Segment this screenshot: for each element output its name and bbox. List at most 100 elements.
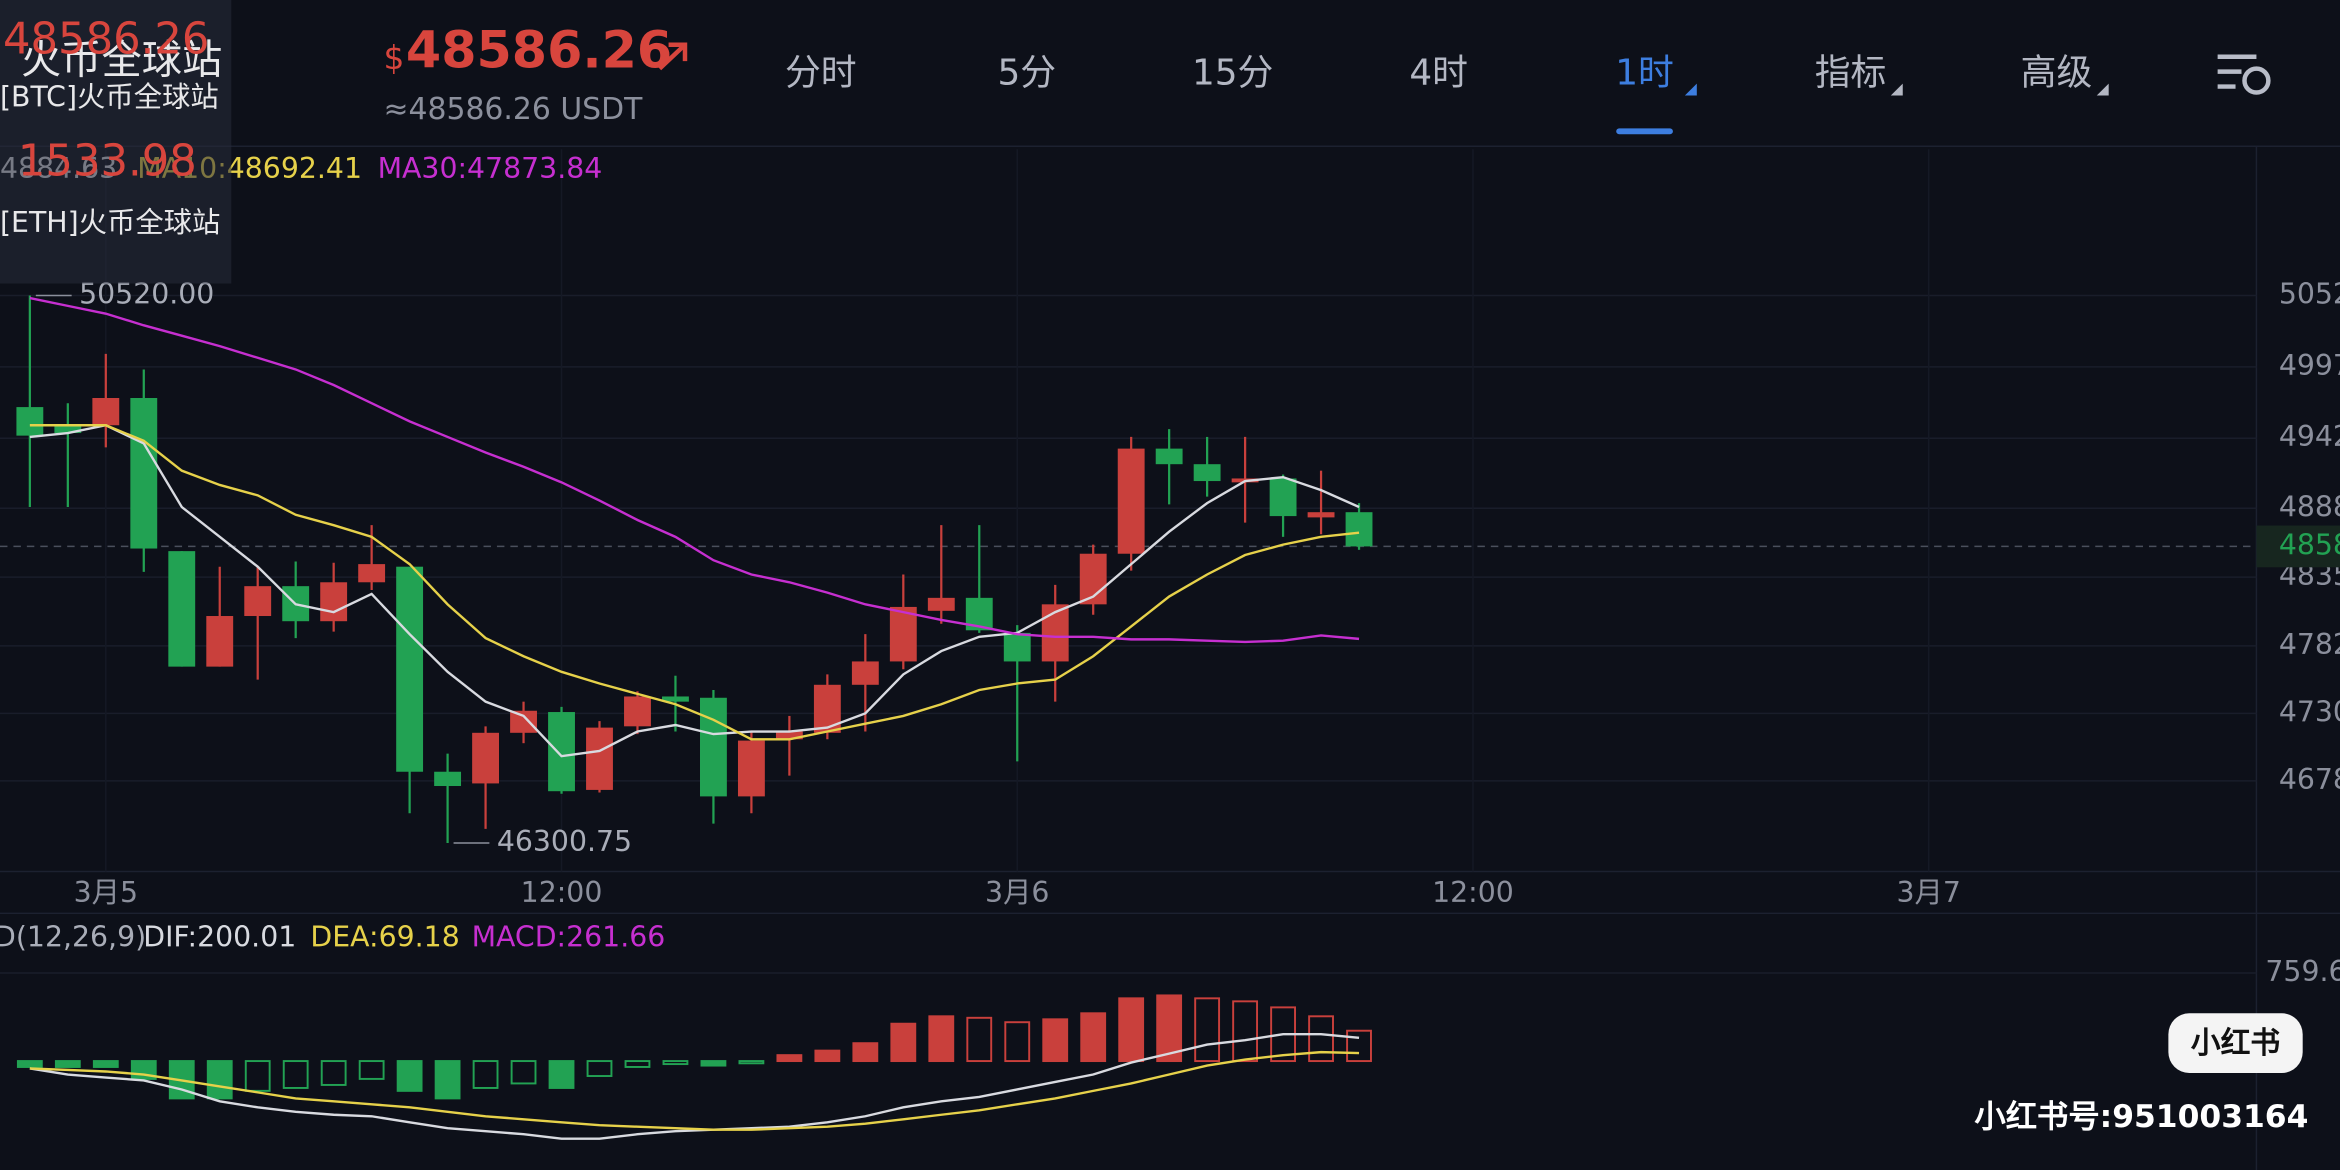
tab[interactable]: 分时 (785, 53, 857, 94)
macd-bar (1080, 1012, 1107, 1063)
x-tick-label: 12:00 (1432, 876, 1514, 909)
legend-entry: MA30:47873.84 (378, 152, 603, 185)
usdt-price: ≈48586.26 USDT (384, 92, 644, 127)
macd-bar (244, 1060, 271, 1092)
overlay-eth-price: 1533.98 (18, 137, 197, 187)
candle-body (1003, 632, 1031, 662)
candle-body (130, 398, 158, 549)
candle-body (851, 661, 879, 685)
y-tick-label: 4782 (2279, 628, 2340, 661)
macd-bar (1004, 1021, 1031, 1063)
macd-bar (966, 1016, 993, 1063)
ma-line (29, 424, 1360, 758)
macd-bar (16, 1060, 43, 1068)
dropdown-mark (1684, 83, 1697, 96)
tab-underline (1616, 128, 1673, 135)
macd-bar (396, 1060, 423, 1092)
badge-text: 小红书 (2191, 1026, 2281, 1061)
x-tick-label: 12:00 (521, 876, 603, 909)
macd-bar (890, 1022, 917, 1063)
ma-line (29, 296, 1360, 644)
dropdown-mark (1890, 83, 1903, 96)
macd-bar (814, 1049, 841, 1063)
legend-entry: DEA:69.18 (310, 921, 459, 954)
macd-bar (1118, 997, 1145, 1063)
tab[interactable]: 高级 (2021, 53, 2093, 94)
overlay-box (0, 0, 232, 284)
tab[interactable]: 5分 (997, 53, 1056, 94)
macd-bar (282, 1060, 309, 1089)
legend-entry: DIF:200.01 (143, 921, 296, 954)
y-tick-label: 4997 (2279, 349, 2340, 382)
y-tick-label: 4730 (2279, 695, 2340, 728)
candle-body (624, 696, 651, 727)
last-price-label: 4858 (2279, 528, 2340, 561)
overlay-eth-label: [ETH]火币全球站 (0, 206, 220, 239)
candle-body (889, 606, 917, 662)
currency: $ (384, 39, 405, 77)
macd-bar (434, 1060, 461, 1100)
candle-body (927, 597, 955, 611)
macd-bar (1232, 1000, 1259, 1063)
candle-body (16, 407, 44, 436)
x-tick-label: 3月6 (985, 876, 1049, 909)
candle-body (586, 727, 613, 790)
candle-body (54, 425, 82, 434)
candle-body (775, 731, 803, 740)
macd-bar (92, 1060, 119, 1068)
candle-body (168, 551, 196, 667)
candle-body (737, 740, 765, 797)
overlay-exchange: 火币全球站 (21, 37, 222, 84)
macd-bar (662, 1060, 689, 1066)
y-tick-label: 5052 (2279, 277, 2340, 310)
tab[interactable]: 1时 (1615, 53, 1674, 94)
candle-body (813, 684, 841, 733)
candle-body (510, 710, 537, 733)
tab[interactable]: 4时 (1409, 53, 1468, 94)
x-tick-label: 3月7 (1896, 876, 1960, 909)
macd-bar (206, 1060, 233, 1100)
overlay-btc-label: [BTC]火币全球站 (0, 80, 219, 113)
macd-line (29, 1050, 1360, 1131)
macd-bar (510, 1060, 537, 1085)
y-tick-label: 4942 (2279, 420, 2340, 453)
x-tick-label: 3月5 (74, 876, 138, 909)
macd-bar (700, 1060, 727, 1067)
macd-bar (852, 1042, 879, 1063)
candle-body (320, 582, 348, 622)
y-tick-label: 4678 (2279, 763, 2340, 796)
macd-bar (624, 1060, 651, 1068)
macd-line (29, 1032, 1360, 1140)
y-tick-label: 4888 (2279, 490, 2340, 523)
macd-bar (472, 1060, 499, 1089)
overlay-btc-price: 48586.26 (3, 14, 209, 64)
macd-title: D(12,26,9) (0, 921, 146, 954)
candle-body (1269, 478, 1297, 517)
badge (2168, 1013, 2303, 1073)
candle-body (1155, 448, 1183, 465)
candle-body (700, 697, 727, 797)
macd-bar (1346, 1029, 1372, 1063)
tabs: 分时 5分 15分 4时 1时 指标 高级 (785, 53, 2109, 135)
tab[interactable]: 15分 (1192, 53, 1273, 94)
candle-body (1193, 464, 1221, 482)
y-tick-label: 759.6 (2265, 955, 2340, 988)
price: 48586.26 (406, 21, 672, 80)
macd-bar (1156, 994, 1183, 1063)
macd-bar (548, 1060, 575, 1089)
candle-body (1345, 512, 1373, 547)
macd-bar (320, 1060, 347, 1086)
settings-icon[interactable] (2217, 54, 2271, 95)
candle-body (396, 566, 424, 772)
macd-bar (54, 1060, 81, 1068)
annotation-label: 46300.75 (497, 825, 632, 858)
overlay: 火币全球站 48586.26 [BTC]火币全球站 1533.98 [ETH]火… (0, 0, 232, 284)
candle-body (472, 732, 500, 784)
candle-body (548, 712, 575, 792)
macd-bar (1042, 1018, 1069, 1063)
macd-bar (1194, 997, 1221, 1063)
macd-bar (738, 1060, 765, 1065)
tab[interactable]: 指标 (1815, 53, 1887, 94)
